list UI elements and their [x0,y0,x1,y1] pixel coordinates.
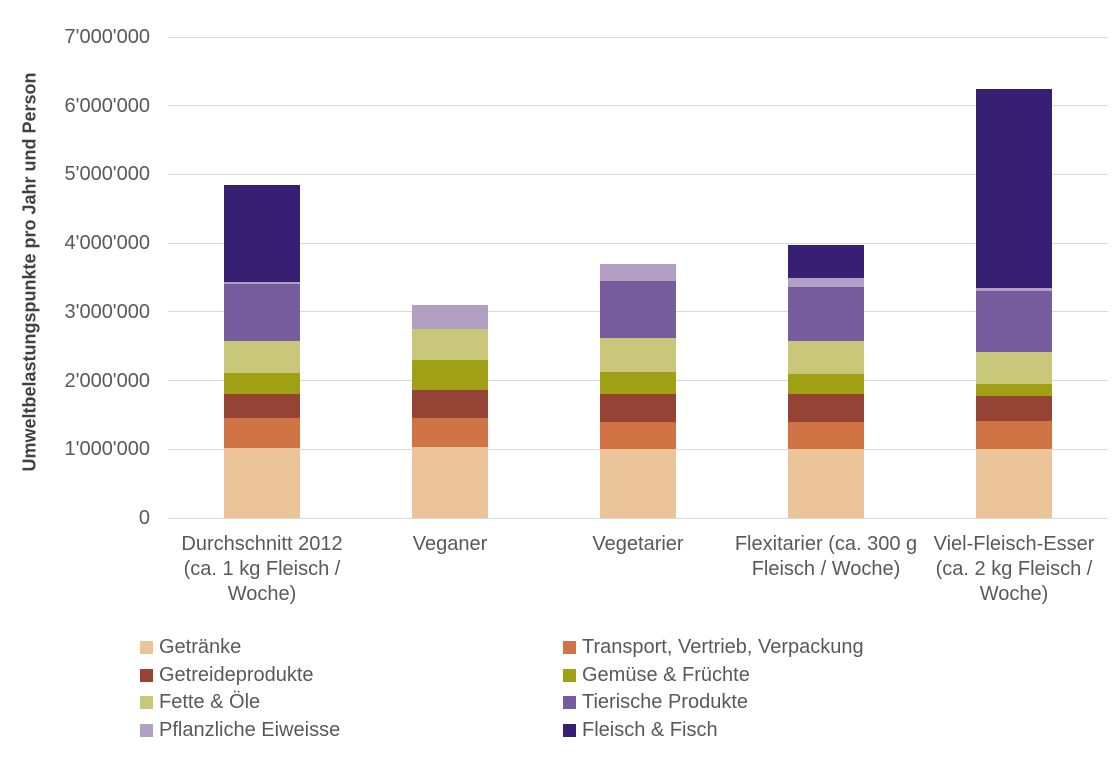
legend-item: Transport, Vertrieb, Verpackung [563,634,864,662]
x-category-label: Veganer [412,533,488,555]
legend-swatch [563,696,576,710]
bar-segment [224,184,300,282]
bar-segment [976,290,1052,353]
bar-segment [600,280,676,338]
bar-segment [788,394,864,422]
legend-swatch [140,696,153,710]
y-tick-label: 7'000'000 [64,26,151,48]
gridline [168,242,1108,244]
x-category-label: Viel-Fleisch-Esser (ca. 2 kg Fleisch / W… [933,533,1095,605]
bar-segment [224,393,300,419]
bar-segment [788,245,864,279]
legend-swatch [140,723,153,737]
legend-label: Getränke [159,636,242,659]
bar-segment [412,329,488,360]
bar-segment [976,352,1052,384]
legend-item: Getränke [140,634,563,662]
legend-label: Tierische Produkte [582,691,748,714]
bar-segment [600,337,676,372]
bar-segment [788,448,864,518]
bar-segment [788,341,864,375]
bar-segment [412,389,488,418]
y-tick-label: 6'000'000 [64,94,151,117]
legend-label: Gemüse & Früchte [582,663,750,686]
y-tick-label: 1'000'000 [64,438,151,461]
bar-segment [976,384,1052,396]
bar-segment [600,371,676,395]
bar-segment [600,264,676,281]
legend-item: Getreideprodukte [140,662,563,690]
legend-label: Getreideprodukte [159,663,314,686]
bar-segment [412,447,488,518]
x-category-label: Vegetarier [592,533,684,555]
bar-segment [976,89,1052,289]
bar-segment [412,359,488,390]
bar-segment [788,287,864,342]
legend-item: Pflanzliche Eiweisse [140,717,563,745]
bar-segment [224,340,300,373]
legend-item: Fette & Öle [140,689,563,717]
legend-item: Tierische Produkte [563,689,864,717]
bar-segment [976,395,1052,422]
x-category-label: Durchschnitt 2012 (ca. 1 kg Fleisch / Wo… [181,533,343,605]
bar-segment [224,373,300,394]
legend-label: Fette & Öle [159,691,261,714]
bar-segment [412,304,488,330]
legend-swatch [563,723,576,737]
legend-label: Transport, Vertrieb, Verpackung [582,636,864,659]
x-category-label: Flexitarier (ca. 300 g Fleisch / Woche) [734,533,918,580]
y-tick-label: 4'000'000 [64,232,151,255]
gridline [168,173,1108,175]
bar-segment [788,374,864,395]
legend-item: Gemüse & Früchte [563,662,864,690]
bar-segment [224,418,300,448]
legend-label: Fleisch & Fisch [582,718,718,741]
bar-segment [224,281,300,285]
legend-item: Fleisch & Fisch [563,717,864,745]
bar-segment [600,394,676,422]
bar-segment [788,421,864,449]
legend-swatch [140,668,153,682]
legend-swatch [140,641,153,655]
y-tick-label: 3'000'000 [64,300,151,323]
gridline [168,105,1108,107]
bar-segment [224,284,300,341]
bar-segment [976,421,1052,450]
bar-segment [224,447,300,518]
legend-swatch [563,641,576,655]
legend-label: Pflanzliche Eiweisse [159,718,341,741]
bar-segment [976,449,1052,518]
legend-swatch [563,668,576,682]
chart-legend: Getränke Getreideprodukte Fette & Öle Pflan… [140,634,864,744]
bar-segment [976,288,1052,291]
gridline [168,36,1108,38]
bar-segment [600,421,676,449]
y-axis-title: Umweltbelastungspunkte pro Jahr und Pers… [19,72,40,472]
bar-segment [788,278,864,288]
gridline [168,517,1108,519]
bar-segment [412,417,488,448]
y-tick-label: 0 [138,507,150,529]
y-tick-label: 5'000'000 [64,163,151,186]
y-tick-label: 2'000'000 [64,369,151,392]
bar-segment [600,448,676,518]
